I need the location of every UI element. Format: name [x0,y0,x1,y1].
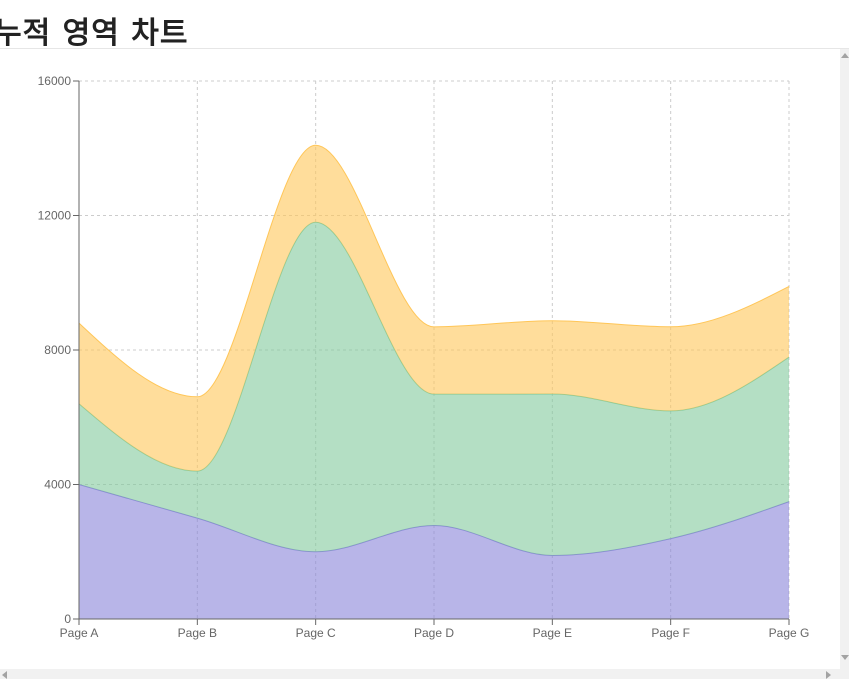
arrow-down-icon[interactable] [841,655,849,660]
axis-layer: 0 4000 8000 12000 16000 Page A Page B Page C Pag… [38,74,810,640]
arrow-left-icon[interactable] [2,671,7,679]
page-title: 누적 영역 차트 [0,16,189,51]
horizontal-scrollbar[interactable] [0,669,849,679]
x-tick-label: Page A [60,626,99,640]
arrow-right-icon[interactable] [826,671,831,679]
vertical-scrollbar[interactable] [840,49,849,679]
x-tick-label: Page G [769,626,810,640]
area-layer [78,144,790,619]
y-tick-label: 12000 [38,209,72,223]
chart-scroll-container[interactable]: 0 4000 8000 12000 16000 Page A Page B Page C Pag… [0,48,849,679]
stacked-area-chart: 0 4000 8000 12000 16000 Page A Page B Page C Pag… [38,74,810,640]
x-tick-label: Page C [296,626,336,640]
x-tick-label: Page E [533,626,572,640]
area-series-1 [79,484,789,619]
y-tick-label: 0 [64,612,71,626]
x-tick-label: Page F [651,626,690,640]
area-series-3 [79,145,789,472]
area-series-3-line [78,144,790,398]
area-series-2 [79,222,789,556]
arrow-up-icon[interactable] [841,53,849,58]
y-tick-label: 16000 [38,74,72,88]
y-tick-label: 4000 [44,478,71,492]
y-tick-label: 8000 [44,343,71,357]
x-tick-label: Page D [414,626,454,640]
x-tick-label: Page B [178,626,217,640]
